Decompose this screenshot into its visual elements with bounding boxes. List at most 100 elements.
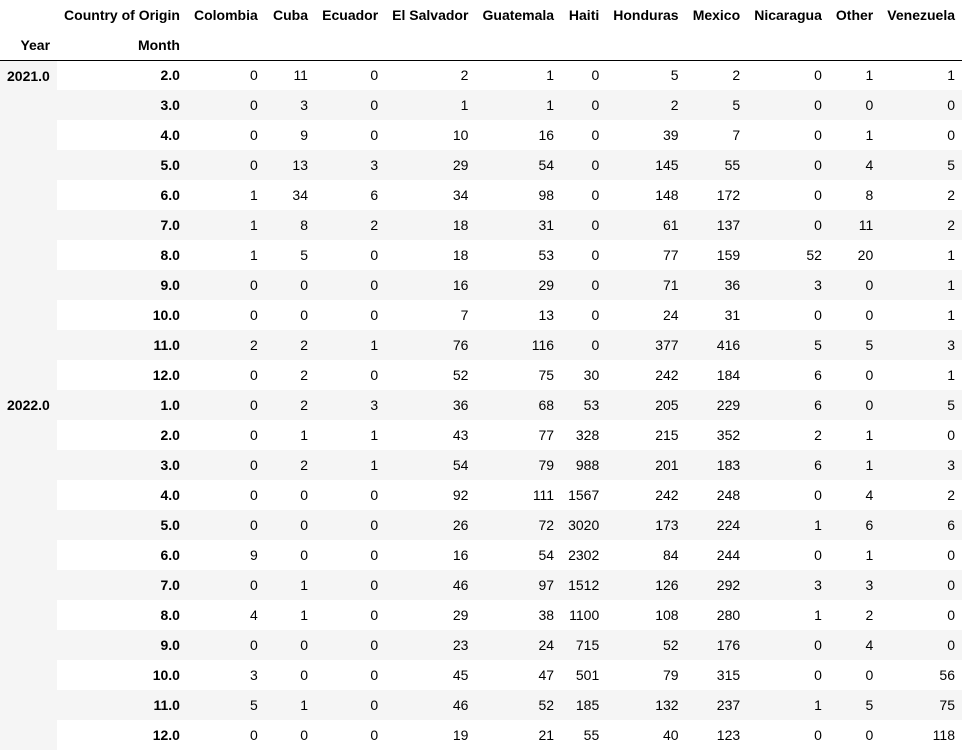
- table-cell: 5: [828, 690, 881, 720]
- table-cell: 5: [300, 247, 308, 263]
- table-cell: 47: [538, 667, 555, 683]
- column-header: Mexico: [692, 7, 741, 23]
- table-cell: 0: [865, 307, 874, 323]
- table-cell: 0: [880, 90, 962, 120]
- table-cell: 0: [370, 727, 379, 743]
- table-cell: 2: [606, 90, 686, 120]
- table-cell: 3: [264, 90, 315, 120]
- index-label-year: Year: [0, 30, 58, 61]
- table-cell: 31: [724, 307, 741, 323]
- table-cell: 3: [314, 390, 386, 420]
- table-cell: 1567: [568, 487, 600, 503]
- month-cell: 2.0: [160, 427, 180, 443]
- table-cell: 0: [249, 727, 258, 743]
- table-cell: 4: [828, 630, 881, 660]
- table-row: 7.0 1 8 2 18 31 0 61 137 0 11 2: [0, 210, 962, 240]
- table-cell: 36: [385, 390, 476, 420]
- table-cell: 75: [880, 690, 962, 720]
- table-cell: 23: [385, 630, 476, 660]
- table-cell: 1: [264, 690, 315, 720]
- month-cell: 11.0: [57, 690, 187, 720]
- table-cell: 0: [814, 127, 822, 143]
- table-cell: 9: [300, 127, 308, 143]
- table-cell: 0: [370, 247, 379, 263]
- table-body: 2021.0 2.0 0 11 0 2 1 0 5 2 0 1 1 3.0 0 3 0 1 1 0 2 5 0 0 0 4.0 0 9…: [0, 60, 962, 750]
- table-cell: 1: [947, 67, 955, 84]
- header-corner: [0, 0, 57, 30]
- table-cell: 0: [865, 667, 874, 683]
- table-cell: 0: [591, 307, 600, 323]
- table-cell: 39: [663, 127, 679, 143]
- table-cell: 54: [385, 450, 476, 480]
- table-cell: 0: [865, 367, 874, 383]
- table-cell: 2: [314, 210, 386, 240]
- table-cell: 0: [314, 270, 386, 300]
- table-cell: 0: [314, 690, 386, 720]
- table-cell: 92: [452, 487, 469, 503]
- table-cell: 1100: [569, 607, 600, 623]
- month-cell: 12.0: [152, 727, 180, 743]
- table-cell: 77: [663, 247, 679, 263]
- table-cell: 159: [716, 247, 741, 263]
- table-row: 8.0 1 5 0 18 53 0 77 159 52 20 1: [0, 240, 962, 270]
- month-cell: 6.0: [160, 187, 180, 203]
- table-cell: 11: [828, 210, 881, 240]
- month-cell: 5.0: [57, 510, 187, 540]
- table-cell: 224: [685, 510, 748, 540]
- table-cell: 84: [663, 547, 679, 563]
- table-cell: 715: [561, 630, 607, 660]
- table-cell: 2: [865, 607, 874, 623]
- table-cell: 36: [685, 270, 748, 300]
- column-header: Venezuela: [887, 7, 955, 23]
- table-cell: 0: [814, 727, 822, 743]
- table-cell: 1: [828, 450, 881, 480]
- table-cell: 5: [670, 67, 679, 84]
- table-cell: 56: [939, 667, 955, 683]
- table-cell: 2: [264, 330, 315, 360]
- table-cell: 0: [828, 90, 881, 120]
- table-cell: 1: [300, 427, 308, 443]
- table-cell: 0: [747, 150, 829, 180]
- table-cell: 13: [264, 150, 315, 180]
- table-cell: 77: [538, 427, 555, 443]
- table-cell: 0: [300, 727, 308, 743]
- table-cell: 9: [249, 547, 258, 563]
- table-cell: 0: [314, 570, 386, 600]
- table-cell: 0: [186, 270, 265, 300]
- table-cell: 1: [865, 67, 874, 84]
- table-cell: 0: [947, 427, 955, 443]
- table-cell: 18: [452, 247, 469, 263]
- table-cell: 2: [880, 210, 962, 240]
- table-cell: 43: [452, 427, 469, 443]
- year-cell: 2022.0: [0, 390, 58, 750]
- table-cell: 16: [538, 127, 555, 143]
- table-cell: 0: [264, 630, 315, 660]
- table-cell: 0: [828, 390, 881, 420]
- table-cell: 45: [452, 667, 469, 683]
- table-row: 8.0 4 1 0 29 38 1100 108 280 1 2 0: [0, 600, 962, 630]
- table-cell: 0: [814, 307, 822, 323]
- table-cell: 30: [583, 367, 600, 383]
- table-cell: 46: [385, 570, 476, 600]
- column-header: Other: [835, 7, 874, 23]
- table-cell: 0: [370, 127, 379, 143]
- table-cell: 0: [300, 547, 308, 563]
- month-cell: 6.0: [160, 547, 180, 563]
- column-header: El Salvador: [392, 7, 469, 23]
- table-row: 5.0 0 0 0 26 72 3020 173 224 1 6 6: [0, 510, 962, 540]
- table-cell: 185: [561, 690, 607, 720]
- table-cell: 6: [747, 390, 829, 420]
- table-cell: 6: [814, 367, 822, 383]
- table-cell: 2: [460, 67, 469, 84]
- table-cell: 280: [716, 607, 741, 623]
- table-cell: 0: [249, 427, 258, 443]
- table-cell: 0: [880, 570, 962, 600]
- table-cell: 4: [249, 607, 258, 623]
- table-cell: 0: [370, 667, 379, 683]
- table-cell: 0: [300, 667, 308, 683]
- table-cell: 1: [865, 547, 874, 563]
- month-cell: 9.0: [57, 630, 187, 660]
- table-cell: 0: [591, 247, 600, 263]
- table-cell: 76: [385, 330, 476, 360]
